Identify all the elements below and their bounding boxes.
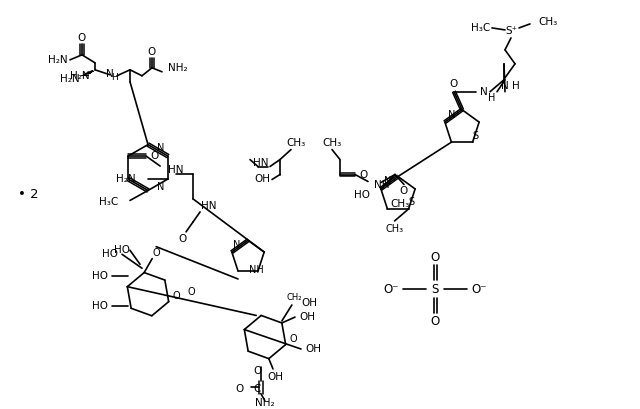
Text: NH₂: NH₂ (168, 63, 188, 73)
Text: O: O (187, 287, 195, 297)
Text: CH₂: CH₂ (286, 292, 301, 301)
Text: H₂N: H₂N (49, 55, 68, 65)
Text: O: O (150, 151, 158, 161)
Text: C: C (253, 384, 260, 394)
Text: O⁻: O⁻ (471, 283, 487, 296)
Text: H₂N: H₂N (60, 74, 80, 84)
Text: HO: HO (102, 249, 118, 259)
Text: H₂N: H₂N (116, 174, 136, 184)
Text: CH₃: CH₃ (323, 137, 342, 148)
Text: O: O (430, 251, 440, 264)
Text: HO: HO (92, 301, 108, 311)
Text: S: S (408, 198, 414, 207)
Text: H₂N: H₂N (70, 71, 90, 81)
Text: S: S (472, 130, 478, 141)
Text: NH: NH (248, 265, 264, 275)
Text: O: O (178, 234, 186, 244)
Text: OH: OH (299, 312, 315, 322)
Text: N: N (448, 110, 456, 120)
Text: HO: HO (114, 245, 130, 255)
Text: OH: OH (254, 175, 270, 184)
Text: S⁺: S⁺ (505, 26, 517, 36)
Text: O: O (152, 247, 160, 258)
Text: HN: HN (253, 157, 268, 168)
Text: O: O (148, 47, 156, 57)
Text: O: O (253, 366, 261, 376)
Text: H₃C: H₃C (99, 198, 118, 207)
Text: • 2: • 2 (18, 188, 38, 201)
Text: CH₃: CH₃ (538, 17, 557, 27)
Text: H₃C: H₃C (471, 23, 490, 33)
Text: O: O (430, 315, 440, 328)
Text: NH₂: NH₂ (255, 398, 275, 408)
Text: CH₃: CH₃ (385, 224, 404, 234)
Text: HN: HN (201, 201, 216, 211)
Text: O: O (359, 169, 367, 180)
Text: OH: OH (267, 372, 283, 382)
Text: HO: HO (92, 271, 108, 281)
Text: OH: OH (301, 298, 317, 308)
Text: O: O (289, 334, 297, 344)
Text: N: N (106, 69, 114, 79)
Text: CH₃: CH₃ (286, 137, 306, 148)
Text: N: N (501, 81, 509, 91)
Text: N: N (384, 177, 392, 187)
Text: OH: OH (305, 344, 321, 354)
Text: N: N (157, 182, 164, 193)
Text: N: N (234, 240, 241, 250)
Text: O: O (400, 187, 408, 196)
Text: O⁻: O⁻ (383, 283, 399, 296)
Text: NH: NH (374, 180, 390, 191)
Text: N: N (480, 87, 488, 97)
Text: O: O (78, 33, 86, 43)
Text: HO: HO (354, 191, 370, 200)
Text: O: O (235, 384, 243, 394)
Text: N: N (157, 143, 164, 153)
Text: O: O (450, 79, 458, 89)
Text: CH₃: CH₃ (390, 200, 409, 209)
Text: O: O (172, 291, 180, 301)
Text: HN: HN (168, 165, 184, 175)
Text: H: H (512, 81, 520, 91)
Text: S: S (431, 283, 438, 296)
Text: H: H (111, 73, 117, 82)
Text: H: H (488, 93, 496, 103)
